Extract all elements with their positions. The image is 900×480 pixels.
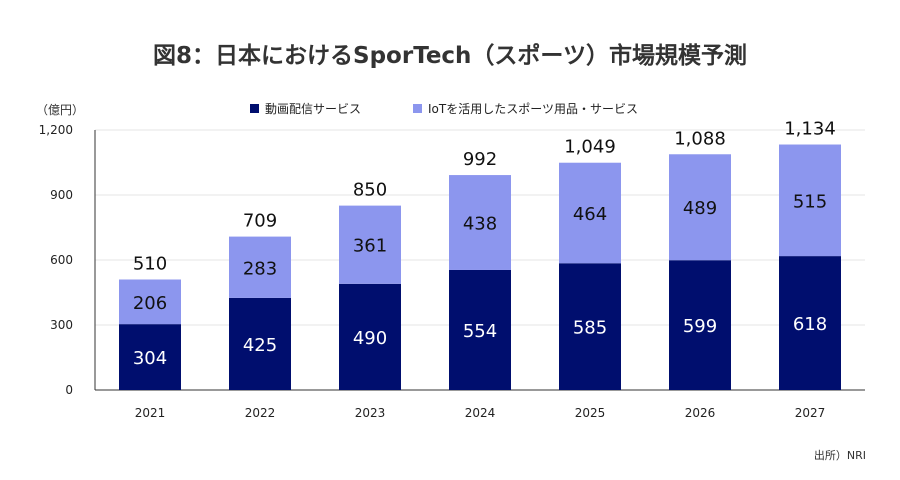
data-label-series1: 425 (243, 335, 277, 356)
x-tick-label: 2025 (575, 406, 606, 420)
chart-title: 図8：日本におけるSporTech（スポーツ）市場規模予測 (153, 43, 747, 69)
data-label-series2: 515 (793, 191, 827, 212)
data-label-series2: 438 (463, 214, 497, 235)
y-tick-label: 600 (50, 253, 73, 267)
bar-series1 (119, 324, 181, 390)
x-tick-label: 2024 (465, 406, 496, 420)
legend-swatch-series2 (413, 104, 423, 113)
y-tick-label: 900 (50, 188, 73, 202)
data-label-total: 1,088 (674, 128, 726, 149)
x-tick-label: 2023 (355, 406, 386, 420)
data-label-total: 1,134 (784, 119, 836, 140)
legend-label-series2: IoTを活用したスポーツ用品・サービス (428, 102, 638, 116)
bar-series2 (119, 279, 181, 325)
data-label-series1: 618 (793, 314, 827, 335)
data-label-total: 510 (133, 254, 167, 275)
data-label-total: 850 (353, 180, 387, 201)
data-label-series2: 206 (133, 293, 167, 314)
y-tick-label: 1,200 (39, 123, 73, 137)
data-label-series1: 554 (463, 321, 497, 342)
data-label-series2: 283 (243, 258, 277, 279)
legend: 動画配信サービス IoTを活用したスポーツ用品・サービス (250, 100, 638, 117)
y-tick-label: 0 (65, 383, 73, 397)
legend-item-series1: 動画配信サービス (250, 100, 361, 117)
data-label-series2: 464 (573, 204, 607, 225)
y-tick-label: 300 (50, 318, 73, 332)
bar-series2 (669, 154, 731, 261)
x-tick-label: 2021 (135, 406, 166, 420)
data-label-total: 992 (463, 149, 497, 170)
bar-series1 (339, 283, 401, 390)
bar-series1 (559, 263, 621, 390)
y-axis-unit-label: （億円） (36, 103, 85, 117)
data-label-series1: 599 (683, 316, 717, 337)
bar-series2 (449, 175, 511, 270)
bar-series1 (449, 269, 511, 390)
source-note: 出所）NRI (813, 449, 866, 462)
data-label-series2: 361 (353, 236, 387, 257)
bar-series2 (779, 144, 841, 257)
x-tick-label: 2026 (685, 406, 716, 420)
bar-series1 (229, 297, 291, 390)
legend-item-series2: IoTを活用したスポーツ用品・サービス (413, 100, 638, 117)
x-tick-label: 2022 (245, 406, 276, 420)
bar-series2 (339, 205, 401, 284)
data-label-series1: 490 (353, 328, 387, 349)
data-label-series1: 304 (133, 348, 167, 369)
legend-label-series1: 動画配信サービス (265, 102, 362, 116)
data-label-total: 709 (243, 211, 277, 232)
bar-series1 (669, 260, 731, 390)
data-label-series2: 489 (683, 198, 717, 219)
bar-series2 (559, 162, 621, 264)
x-tick-label: 2027 (795, 406, 826, 420)
bar-series1 (779, 256, 841, 390)
data-label-series1: 585 (573, 318, 607, 339)
legend-swatch-series1 (250, 104, 259, 113)
bar-series2 (229, 236, 291, 298)
data-label-total: 1,049 (564, 137, 616, 158)
